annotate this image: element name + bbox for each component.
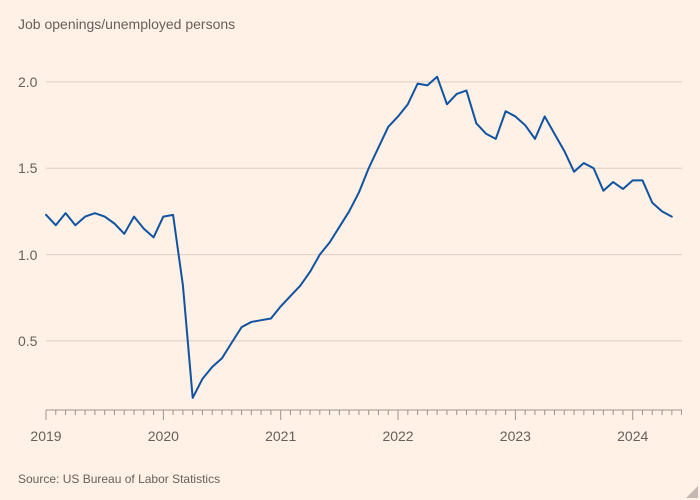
- y-axis-label: 1.5: [18, 160, 37, 176]
- x-axis-label: 2020: [148, 428, 179, 444]
- y-axis-label: 0.5: [18, 333, 37, 349]
- resize-handle-icon: [686, 486, 698, 498]
- chart-svg: [18, 44, 682, 444]
- x-axis-label: 2023: [500, 428, 531, 444]
- x-axis-label: 2021: [265, 428, 296, 444]
- chart-source: Source: US Bureau of Labor Statistics: [18, 472, 220, 486]
- chart-subtitle: Job openings/unemployed persons: [18, 16, 235, 32]
- x-axis-label: 2024: [617, 428, 648, 444]
- data-line: [46, 77, 672, 398]
- plot-area: 0.5 1.0 1.5 2.0 2019 2020 2021 2022 2023 2024: [18, 44, 682, 444]
- y-axis-label: 1.0: [18, 247, 37, 263]
- y-axis-label: 2.0: [18, 74, 37, 90]
- chart-container: Job openings/unemployed persons 0.5 1.0 1.…: [0, 0, 700, 500]
- x-axis-label: 2022: [382, 428, 413, 444]
- x-axis-label: 2019: [30, 428, 61, 444]
